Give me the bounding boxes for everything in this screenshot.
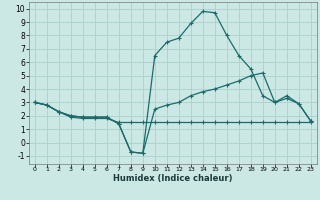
X-axis label: Humidex (Indice chaleur): Humidex (Indice chaleur) bbox=[113, 174, 233, 183]
